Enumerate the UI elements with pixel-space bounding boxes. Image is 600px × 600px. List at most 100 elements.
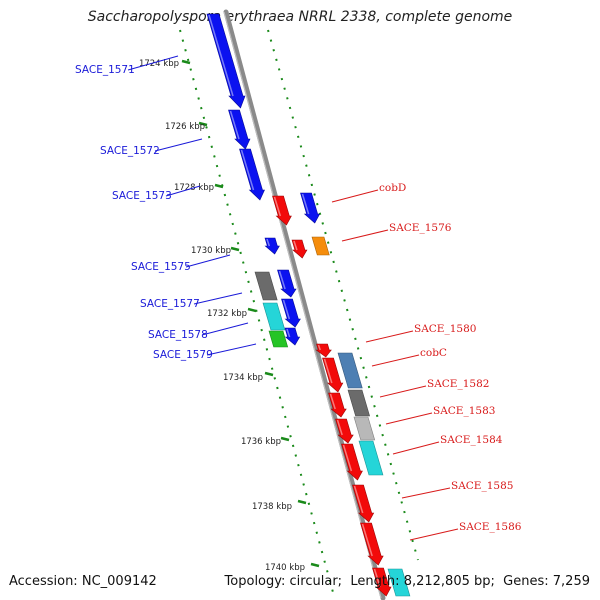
gene-label: SACE_1578 bbox=[148, 329, 208, 341]
kbp-tick-mark bbox=[181, 59, 191, 65]
gene-arrow bbox=[372, 567, 392, 597]
gene-box bbox=[387, 568, 411, 597]
genome-title: Saccharopolyspora erythraea NRRL 2338, c… bbox=[87, 9, 513, 25]
gene-leader-line bbox=[365, 330, 414, 343]
length-label: Length: bbox=[350, 574, 400, 589]
kbp-tick-mark bbox=[247, 307, 257, 313]
gene-arrow-highlight bbox=[229, 110, 240, 140]
gene-box bbox=[337, 352, 363, 389]
accession-value: NC_009142 bbox=[81, 574, 157, 589]
genome-stats: Topology: circular; Length: 8,212,805 bp… bbox=[225, 574, 590, 589]
kbp-tick-mark bbox=[264, 371, 274, 377]
gene-arrow-body bbox=[281, 298, 301, 328]
gene-arrow-highlight bbox=[286, 328, 291, 338]
gene-arrow bbox=[277, 269, 297, 298]
tick-guide-right bbox=[267, 29, 419, 561]
kbp-tick-label: 1734 kbp bbox=[223, 373, 263, 383]
gene-arrow-highlight bbox=[266, 238, 271, 247]
kbp-tick-label: 1724 kbp bbox=[139, 59, 179, 69]
kbp-tick-mark bbox=[214, 183, 224, 189]
gene-leader-line bbox=[379, 385, 427, 398]
gene-label: SACE_1583 bbox=[433, 405, 495, 417]
gene-arrow bbox=[272, 195, 292, 226]
gene-label: SACE_1586 bbox=[459, 521, 522, 533]
gene-arrow bbox=[239, 148, 265, 201]
gene-arrow-highlight bbox=[342, 444, 353, 472]
kbp-tick-label: 1726 kbp bbox=[165, 122, 205, 132]
gene-arrow bbox=[328, 392, 347, 418]
accession-label: Accession: bbox=[9, 574, 78, 589]
gene-leader-line bbox=[331, 189, 379, 203]
kbp-tick-label: 1736 kbp bbox=[241, 437, 281, 447]
gene-arrow-body bbox=[272, 195, 292, 226]
gene-leader-line bbox=[185, 254, 231, 268]
topology-value: circular bbox=[289, 574, 338, 589]
gene-box bbox=[254, 271, 278, 301]
gene-arrow-highlight bbox=[353, 485, 364, 514]
kbp-tick-label: 1730 kbp bbox=[191, 246, 231, 256]
gene-label: cobD bbox=[379, 182, 406, 194]
gene-arrow-highlight bbox=[278, 270, 286, 290]
accession-info: Accession: NC_009142 bbox=[9, 574, 157, 589]
gene-box bbox=[347, 389, 371, 417]
gene-box bbox=[268, 330, 289, 348]
gene-arrow bbox=[284, 327, 301, 346]
gene-arrow-body bbox=[328, 392, 347, 418]
gene-arrow bbox=[264, 237, 280, 255]
gene-arrow bbox=[360, 522, 384, 566]
genes-label: Genes: bbox=[503, 574, 549, 589]
gene-label: SACE_1572 bbox=[100, 145, 160, 157]
gene-leader-line bbox=[409, 528, 459, 541]
gene-arrow-body bbox=[352, 484, 375, 523]
gene-label: SACE_1576 bbox=[389, 222, 452, 234]
kbp-tick-mark bbox=[230, 246, 240, 252]
kbp-tick-mark bbox=[297, 499, 307, 505]
gene-arrow-body bbox=[206, 13, 246, 109]
kbp-tick-label: 1732 kbp bbox=[207, 309, 247, 319]
gene-arrow bbox=[300, 192, 321, 224]
gene-arrow bbox=[341, 443, 363, 481]
gene-arrow bbox=[291, 239, 308, 259]
gene-leader-line bbox=[193, 292, 243, 305]
gene-arrow-body bbox=[277, 269, 297, 298]
gene-label: SACE_1584 bbox=[440, 434, 503, 446]
gene-label: cobC bbox=[420, 347, 447, 359]
gene-leader-line bbox=[392, 441, 440, 455]
gene-box bbox=[311, 236, 330, 256]
gene-arrow-highlight bbox=[323, 358, 333, 384]
gene-arrow-body bbox=[360, 522, 384, 566]
gene-label: SACE_1571 bbox=[75, 64, 135, 76]
gene-label: SACE_1577 bbox=[140, 298, 200, 310]
gene-arrow-highlight bbox=[329, 393, 336, 410]
gene-arrow-highlight bbox=[273, 196, 282, 217]
kbp-tick-mark bbox=[280, 436, 290, 442]
gene-label: SACE_1579 bbox=[153, 349, 213, 361]
gene-label: SACE_1585 bbox=[451, 480, 513, 492]
gene-label: SACE_1582 bbox=[427, 378, 489, 390]
gene-leader-line bbox=[206, 343, 257, 356]
topology-label: Topology: bbox=[224, 574, 286, 589]
gene-leader-line bbox=[165, 185, 201, 197]
gene-leader-line bbox=[371, 354, 420, 367]
gene-leader-line bbox=[341, 229, 389, 242]
gene-arrow-body bbox=[341, 443, 363, 481]
gene-arrow-highlight bbox=[317, 344, 321, 351]
gene-arrow-highlight bbox=[373, 568, 381, 588]
gene-arrow bbox=[315, 343, 332, 358]
gene-arrow bbox=[206, 13, 246, 109]
gene-arrow-highlight bbox=[208, 14, 234, 97]
gene-arrow-highlight bbox=[336, 419, 343, 436]
gene-box bbox=[353, 416, 376, 441]
genes-value: 7,259 bbox=[552, 574, 590, 589]
gene-leader-line bbox=[385, 412, 433, 425]
gene-arrow-highlight bbox=[293, 240, 298, 251]
gene-arrow-highlight bbox=[361, 523, 373, 557]
gene-leader-line bbox=[154, 138, 203, 152]
kbp-tick-label: 1738 kbp bbox=[252, 502, 292, 512]
gene-arrow-highlight bbox=[240, 149, 255, 191]
gene-arrow bbox=[322, 357, 344, 393]
gene-label: SACE_1573 bbox=[112, 190, 172, 202]
gene-arrow-body bbox=[300, 192, 321, 224]
